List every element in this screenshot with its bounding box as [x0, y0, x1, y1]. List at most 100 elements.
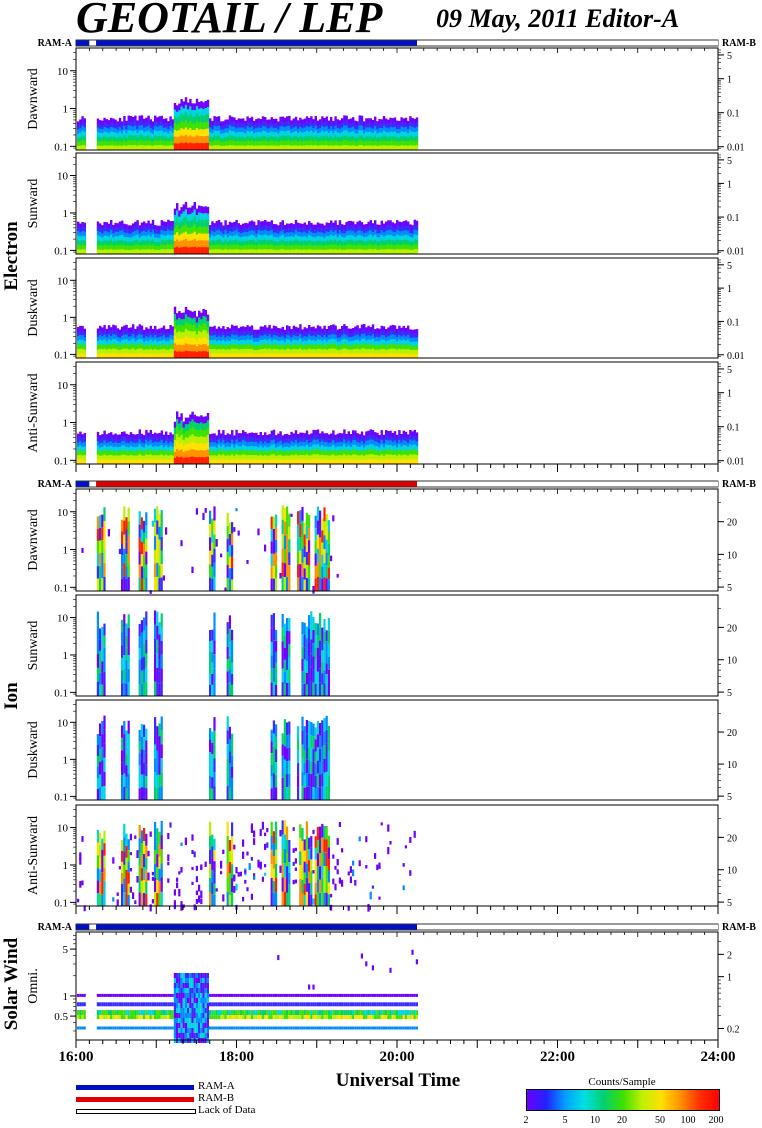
spectrum-cell — [369, 434, 372, 440]
spectrum-cell — [299, 329, 302, 335]
spectrum-cell — [255, 249, 258, 255]
spectrum-cell — [336, 241, 339, 246]
spectrum-cell — [136, 353, 139, 359]
spectrum-cell — [301, 241, 304, 246]
spectrum-cell — [165, 459, 168, 465]
spectrum-cell — [209, 127, 212, 133]
spectrum-cell — [259, 454, 262, 460]
spectrum-cell — [184, 239, 188, 247]
spectrum-cell — [224, 244, 227, 250]
spectrum-cell — [123, 562, 126, 577]
spectrum-cell — [233, 330, 236, 336]
spectrum-cell — [345, 339, 348, 345]
spectrum-cell — [319, 348, 322, 354]
spectrum-cell — [167, 333, 170, 338]
spectrum-cell — [237, 446, 240, 452]
spectrum-cell — [127, 229, 130, 234]
spectrum-cell — [407, 447, 410, 452]
spectrum-cell — [96, 667, 99, 682]
spectrum-cell — [165, 249, 168, 255]
spectrum-cell — [228, 628, 231, 643]
spectrum-cell — [228, 545, 231, 557]
spectrum-cell — [96, 541, 99, 554]
spectrum-cell — [103, 226, 106, 232]
spectrum-cell — [413, 219, 416, 225]
spectrum-cell — [297, 340, 300, 346]
spectrum-cell — [363, 338, 366, 344]
spectrum-cell — [409, 434, 412, 440]
spectrum-cell — [193, 414, 196, 423]
spectrum-cell — [180, 325, 183, 333]
spectrum-cell — [360, 445, 364, 451]
spectrum-cell — [259, 244, 262, 250]
spectrum-cell — [327, 227, 331, 233]
spectrum-cell — [127, 130, 130, 136]
spectrum-cell — [162, 348, 166, 354]
spectrum-cell — [369, 220, 372, 226]
spectrum-cell — [297, 455, 300, 461]
spectrum-cell — [231, 629, 234, 641]
spectrum-cell — [220, 145, 223, 151]
spectrum-cell — [204, 226, 207, 234]
spectrum-cell — [226, 442, 229, 447]
spectrum-cell — [316, 227, 320, 232]
spectrum-cell — [391, 437, 394, 443]
spectrum-cell — [224, 119, 227, 125]
spectrum-cell — [127, 115, 130, 121]
spectrum-cell — [96, 578, 99, 591]
spectrum-cell — [110, 140, 113, 146]
spectrum-cell — [156, 245, 159, 251]
spectrum-cell — [321, 140, 324, 146]
spectrum-cell — [321, 341, 324, 346]
spectrum-cell — [299, 446, 302, 451]
spectrum-cell — [253, 145, 256, 151]
spectrum-cell — [290, 454, 293, 460]
spectrum-cell — [235, 339, 238, 345]
spectrum-cell — [105, 353, 108, 359]
status-segment — [96, 481, 418, 487]
spectrum-cell — [134, 221, 137, 227]
spectrum-cell — [125, 451, 128, 456]
spectrum-cell — [178, 210, 181, 217]
spectrum-cell — [407, 221, 410, 227]
spectrum-cell — [136, 335, 139, 341]
spectrum-cell — [211, 518, 214, 531]
spectrum-cell — [140, 446, 144, 452]
spectrum-cell — [327, 335, 331, 340]
spectrum-cell — [321, 542, 324, 555]
spectrum-cell — [332, 129, 335, 134]
spectrum-cell — [283, 577, 286, 591]
spectrum-cell — [261, 349, 265, 354]
spectrum-cell — [215, 341, 218, 346]
spectrum-cell — [244, 124, 247, 130]
spectrum-cell — [272, 566, 275, 579]
spectrum-cell — [198, 247, 201, 255]
spectrum-cell — [77, 226, 80, 232]
spectrum-cell — [140, 438, 144, 443]
spectrum-cell — [354, 335, 357, 341]
spectrum-cell — [248, 349, 251, 354]
spectrum-cell — [382, 223, 386, 229]
spectrum-cell — [312, 459, 315, 465]
spectrum-cell — [239, 249, 243, 255]
spectrum-cell — [202, 423, 205, 431]
spectrum-cell — [411, 349, 414, 355]
spectrum-cell — [248, 331, 251, 336]
spectrum-cell — [389, 126, 392, 132]
spectrum-cell — [217, 459, 221, 465]
spectrum-cell — [204, 351, 207, 359]
spectrum-cell — [312, 434, 315, 440]
spectrum-cell — [396, 434, 399, 440]
spectrum-cell — [308, 221, 311, 226]
spectrum-cell — [250, 455, 254, 460]
spectrum-cell — [310, 121, 313, 127]
spectrum-cell — [233, 326, 236, 331]
spectrum-cell — [158, 433, 161, 438]
spectrum-cell — [257, 337, 260, 343]
spectrum-cell — [165, 127, 168, 133]
spectrum-cell — [338, 141, 342, 147]
spectrum-cell — [396, 120, 399, 126]
spectrum-cell — [231, 435, 234, 441]
spectrum-cell — [360, 459, 364, 465]
spectrum-cell — [303, 534, 306, 546]
